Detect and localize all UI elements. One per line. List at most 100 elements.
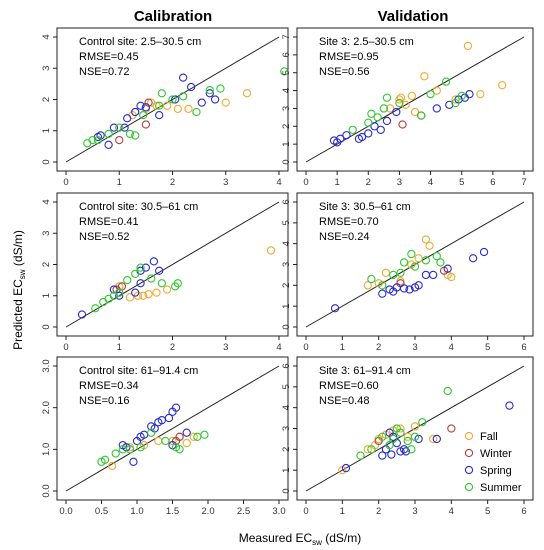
- point-spring: [399, 284, 409, 293]
- point-spring: [445, 100, 454, 110]
- point-spring: [171, 403, 181, 412]
- point-spring: [197, 98, 206, 107]
- y-tick-label: 4: [281, 405, 292, 410]
- x-tick-label: 2: [376, 342, 381, 353]
- point-summer: [441, 77, 451, 86]
- point-winter: [141, 120, 151, 129]
- legend-marker-summer: [464, 482, 474, 492]
- point-summer: [407, 249, 416, 259]
- rmse-label: RMSE=0.95: [319, 51, 379, 63]
- point-summer: [155, 101, 164, 110]
- panel-4: 0 1 2 3 4 5 6 0 1 2 3 4 5 6 Site 3: 30.5–61 cm RMSE=0.7…: [281, 192, 534, 353]
- point-spring: [96, 131, 105, 140]
- x-tick-label: 0: [303, 342, 308, 353]
- point-fall: [144, 290, 153, 299]
- one-to-one-line: [65, 365, 280, 492]
- x-tick-label: 6: [490, 177, 495, 188]
- x-tick-label: 1: [340, 342, 345, 353]
- y-tick-label: 1: [41, 128, 52, 133]
- point-fall: [403, 432, 412, 441]
- point-spring: [136, 279, 145, 288]
- point-summer: [407, 445, 416, 454]
- point-summer: [348, 125, 357, 135]
- nse-label: NSE=0.16: [79, 395, 129, 407]
- point-spring: [171, 95, 180, 104]
- y-tick-label: 6: [281, 363, 292, 368]
- y-tick-label: 5: [281, 220, 292, 225]
- point-summer: [104, 129, 113, 139]
- point-fall: [420, 72, 429, 81]
- point-fall: [385, 104, 395, 113]
- point-spring: [357, 132, 367, 142]
- point-spring: [414, 281, 423, 290]
- point-summer: [395, 98, 404, 108]
- point-fall: [163, 101, 172, 110]
- x-tick-label: 1: [340, 506, 345, 517]
- point-fall: [414, 254, 423, 263]
- point-fall: [396, 93, 406, 102]
- point-fall: [266, 246, 276, 255]
- y-tick-label: 7: [281, 34, 292, 39]
- point-spring: [341, 463, 351, 473]
- point-fall: [147, 98, 156, 107]
- point-fall: [189, 432, 198, 441]
- x-axis-title-unit: (dS/m): [322, 531, 361, 545]
- y-tick-label: 4: [41, 34, 52, 39]
- point-fall: [447, 272, 456, 282]
- point-fall: [463, 41, 473, 51]
- point-fall: [396, 277, 405, 286]
- point-summer: [396, 268, 405, 277]
- panel-frame: [296, 27, 534, 172]
- point-spring: [392, 107, 401, 117]
- point-fall: [242, 89, 252, 98]
- point-summer: [205, 85, 214, 95]
- point-summer: [136, 443, 145, 452]
- point-summer: [136, 263, 145, 272]
- point-spring: [115, 291, 124, 300]
- point-spring: [479, 247, 489, 257]
- x-tick-label: 3: [223, 177, 228, 188]
- point-fall: [363, 445, 372, 454]
- point-fall: [182, 438, 191, 448]
- y-tick-label: 3.0: [41, 359, 52, 372]
- point-spring: [432, 104, 441, 113]
- rmse-label: RMSE=0.34: [79, 380, 139, 392]
- rmse-label: RMSE=0.60: [319, 380, 379, 392]
- point-spring: [131, 107, 140, 117]
- y-tick-label: 1.0: [41, 443, 52, 456]
- point-fall: [451, 95, 460, 104]
- y-tick-label: 1: [281, 141, 292, 146]
- x-tick-label: 1.0: [130, 506, 143, 517]
- x-tick-label: 0: [303, 506, 308, 517]
- point-fall: [363, 281, 372, 290]
- point-spring: [104, 140, 113, 149]
- legend-marker-winter: [464, 448, 474, 458]
- one-to-one-line: [305, 365, 525, 492]
- point-summer: [173, 279, 182, 288]
- point-fall: [173, 104, 182, 114]
- point-spring: [378, 289, 387, 298]
- x-tick-label: 5: [459, 177, 464, 188]
- point-spring: [141, 103, 151, 112]
- x-tick-label: 4: [449, 342, 454, 353]
- point-summer: [91, 304, 100, 313]
- point-summer: [364, 118, 373, 127]
- x-axis-title: Measured ECsw (dS/m): [239, 531, 362, 547]
- x-tick-label: 2: [376, 506, 381, 517]
- point-summer: [161, 436, 170, 446]
- x-tick-label: 0: [63, 177, 68, 188]
- point-summer: [157, 279, 166, 288]
- point-fall: [476, 89, 485, 99]
- y-tick-label: 0: [281, 488, 292, 493]
- x-tick-label: 3: [223, 342, 228, 353]
- point-fall: [154, 436, 163, 446]
- x-tick-label: 2.5: [237, 506, 250, 517]
- point-spring: [387, 450, 396, 459]
- x-tick-label: 2: [170, 342, 175, 353]
- point-spring: [376, 125, 385, 135]
- point-fall: [108, 461, 117, 471]
- point-fall: [184, 104, 193, 114]
- point-summer: [88, 135, 97, 145]
- point-spring: [155, 110, 164, 120]
- panel-3: 0 1 2 3 4 0 1 2 3 4 Control site: 30.5–61 cm RMSE=0…: [41, 192, 289, 353]
